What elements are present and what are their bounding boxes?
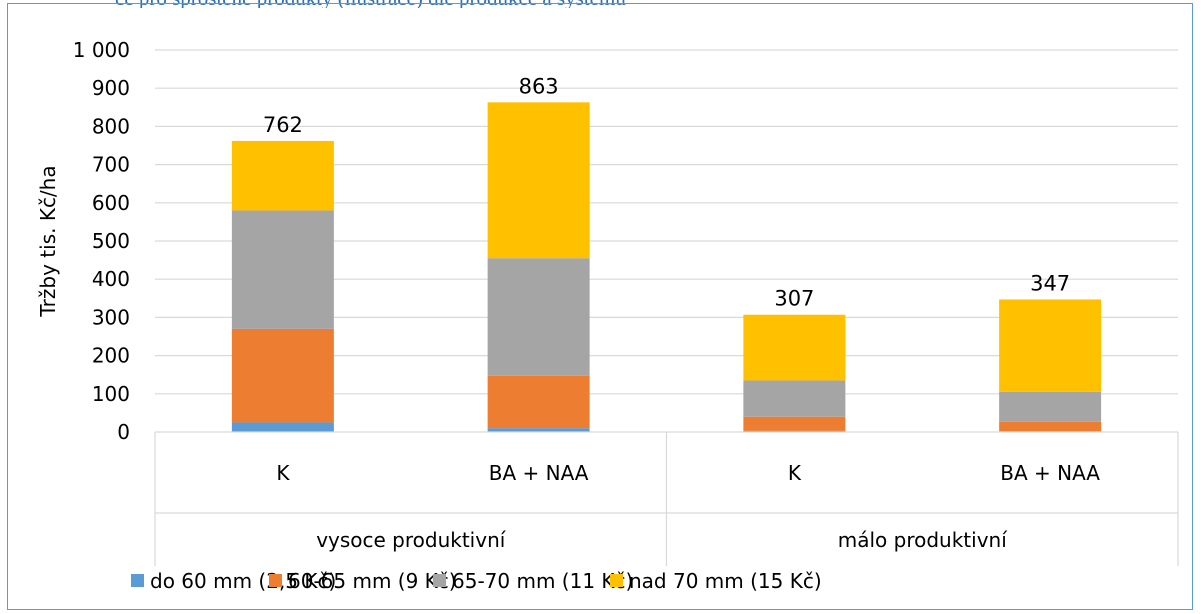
y-tick-label: 300 <box>92 305 130 329</box>
chart-frame <box>7 3 1193 610</box>
y-tick-label: 1 000 <box>73 38 130 62</box>
y-tick-label: 400 <box>92 267 130 291</box>
total-label: 863 <box>519 74 559 98</box>
legend: do 60 mm (2,5 Kč)60-65 mm (9 Kč)65-70 mm… <box>131 569 822 593</box>
category-label: BA + NAA <box>489 461 589 485</box>
y-axis-ticks: 0 100 200 300 400 500 600 700 800 900 1 000 <box>73 38 130 444</box>
total-label: 347 <box>1030 271 1070 295</box>
legend-swatch <box>131 574 144 587</box>
y-tick-label: 800 <box>92 114 130 138</box>
total-label: 762 <box>263 113 303 137</box>
bar-stacks <box>231 102 1102 432</box>
legend-entry: nad 70 mm (15 Kč) <box>629 569 822 593</box>
legend-entry: 60-65 mm (9 Kč) <box>288 569 457 593</box>
bar-segment <box>231 328 334 423</box>
bar-segment <box>487 102 590 259</box>
y-axis-label: Tržby tis. Kč/ha <box>36 165 60 317</box>
bar-segment <box>743 314 846 381</box>
y-tick-label: 200 <box>92 344 130 368</box>
bar-segment <box>999 391 1102 422</box>
y-tick-label: 100 <box>92 382 130 406</box>
legend-swatch <box>269 574 282 587</box>
axes <box>154 431 1179 566</box>
bar-segment <box>743 380 846 417</box>
group-label: málo produktivní <box>838 528 1008 552</box>
bar-segment <box>743 416 846 431</box>
bar-segment <box>231 140 334 211</box>
y-tick-label: 0 <box>117 420 130 444</box>
category-labels: K BA + NAA K BA + NAA vysoce produktivní málo… <box>276 461 1100 552</box>
legend-entry: 65-70 mm (11 Kč) <box>452 569 633 593</box>
bar-segment <box>999 421 1102 432</box>
legend-swatch <box>610 574 623 587</box>
y-tick-label: 600 <box>92 191 130 215</box>
group-label: vysoce produktivní <box>316 528 507 552</box>
y-tick-label: 900 <box>92 76 130 100</box>
y-tick-label: 500 <box>92 229 130 253</box>
category-label: BA + NAA <box>1000 461 1100 485</box>
bar-segment <box>487 375 590 429</box>
bar-segment <box>487 428 590 432</box>
legend-swatch <box>433 574 446 587</box>
total-labels: 762 863 307 347 <box>263 74 1070 310</box>
figure-caption: ce pro sprostěné produkty (ilustrace) dl… <box>0 0 1201 8</box>
total-label: 307 <box>774 287 814 311</box>
bar-segment <box>999 299 1102 392</box>
category-label: K <box>788 461 802 485</box>
bar-segment <box>487 258 590 376</box>
legend-entry: do 60 mm (2,5 Kč) <box>150 569 336 593</box>
bar-segment <box>231 422 334 432</box>
bar-segment <box>231 210 334 329</box>
y-tick-label: 700 <box>92 153 130 177</box>
category-label: K <box>276 461 290 485</box>
